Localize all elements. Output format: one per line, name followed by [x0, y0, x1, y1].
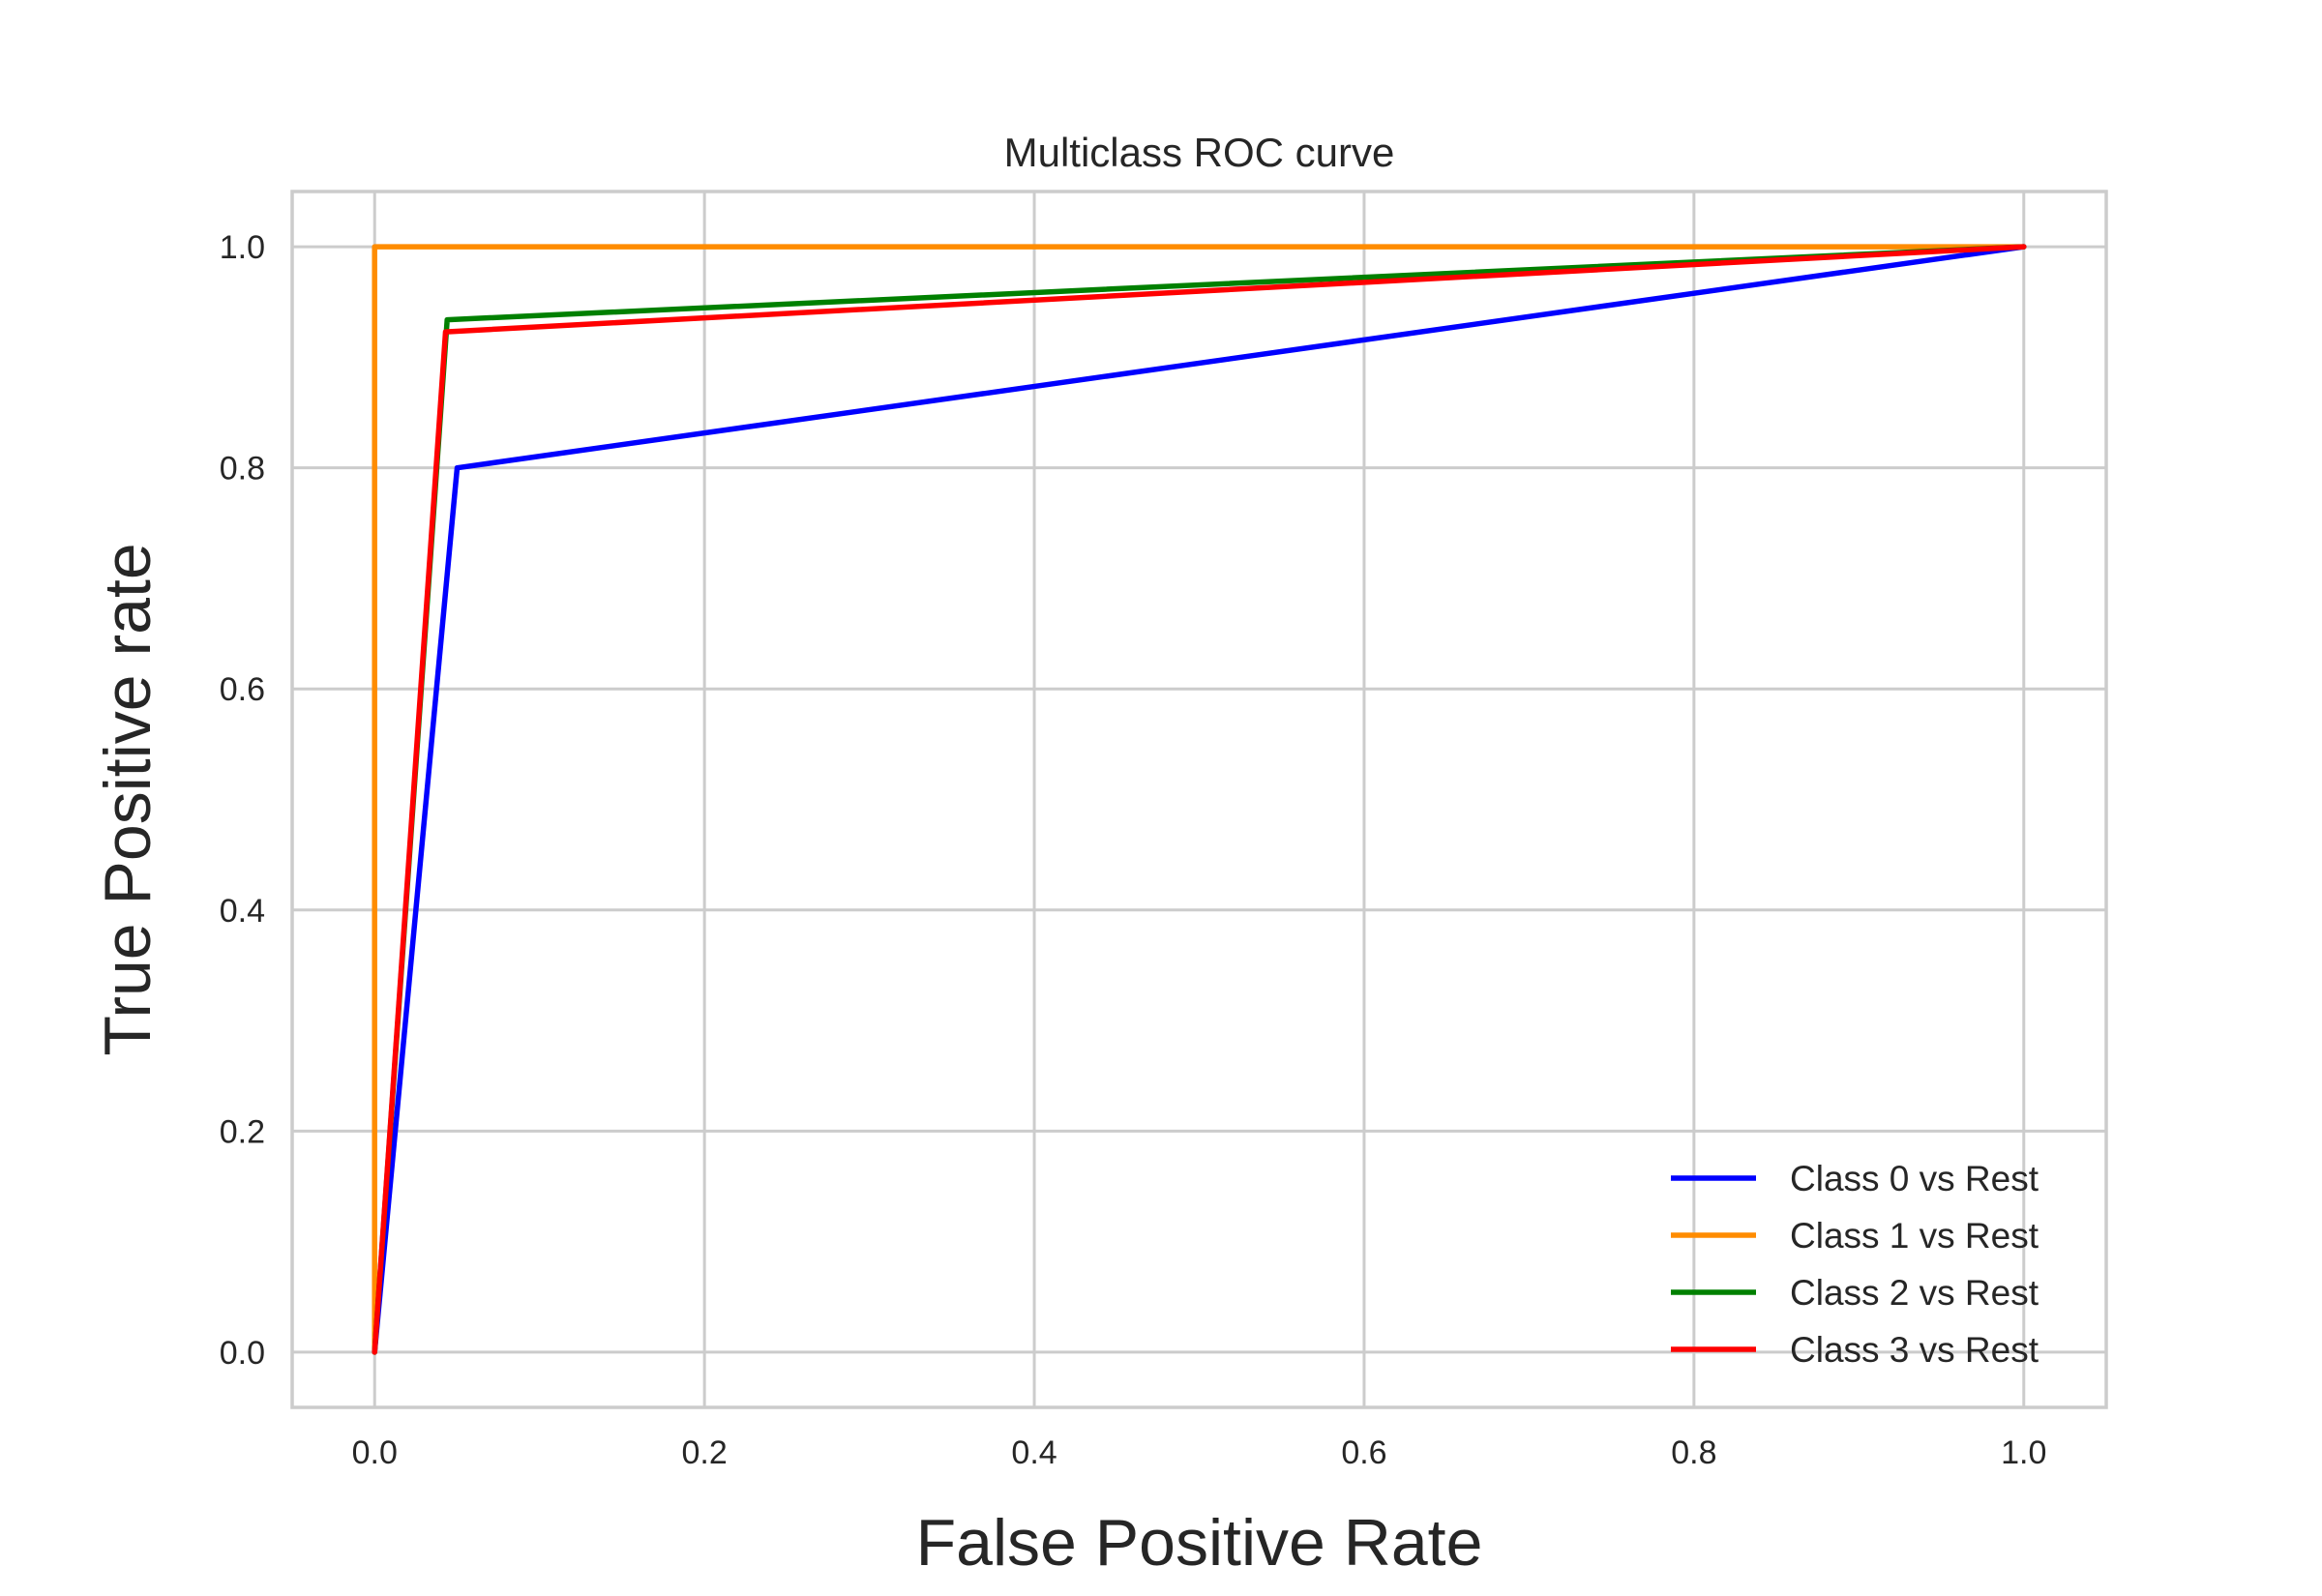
- series-line-class-2: [372, 244, 2027, 1355]
- series-line-class-3: [372, 244, 2027, 1355]
- series-lines: [372, 244, 2027, 1355]
- legend: Class 0 vs Rest Class 1 vs Rest Class 2 vs…: [1671, 1159, 2039, 1370]
- chart-title: Multiclass ROC curve: [1004, 130, 1395, 175]
- legend-label: Class 1 vs Rest: [1790, 1216, 2039, 1256]
- series-line-class-0: [372, 244, 2027, 1355]
- x-axis-label: False Positive Rate: [916, 1506, 1483, 1580]
- series-line-class-1: [372, 244, 2027, 1355]
- y-tick-label: 1.0: [220, 229, 265, 266]
- x-tick-label: 0.2: [682, 1434, 728, 1471]
- y-tick-label: 0.6: [220, 671, 265, 708]
- y-tick-label: 0.8: [220, 451, 265, 488]
- y-tick-label: 0.2: [220, 1113, 265, 1150]
- x-tick-label: 1.0: [2001, 1434, 2046, 1471]
- plot-area-frame: [290, 190, 2108, 1409]
- legend-label: Class 2 vs Rest: [1790, 1273, 2039, 1313]
- y-tick-label: 0.4: [220, 893, 265, 930]
- x-tick-label: 0.0: [352, 1434, 398, 1471]
- y-tick-label: 0.0: [220, 1335, 265, 1372]
- x-tick-label: 0.6: [1341, 1434, 1386, 1471]
- tick-labels: 0.0 0.2 0.4 0.6 0.8 1.0 0.0 0.2 0.4 0.6 0.8 1.0: [220, 229, 2047, 1471]
- legend-label: Class 3 vs Rest: [1790, 1330, 2039, 1370]
- y-axis-label: True Positive rate: [91, 543, 164, 1055]
- x-tick-label: 0.8: [1671, 1434, 1716, 1471]
- x-tick-label: 0.4: [1011, 1434, 1057, 1471]
- legend-label: Class 0 vs Rest: [1790, 1159, 2039, 1198]
